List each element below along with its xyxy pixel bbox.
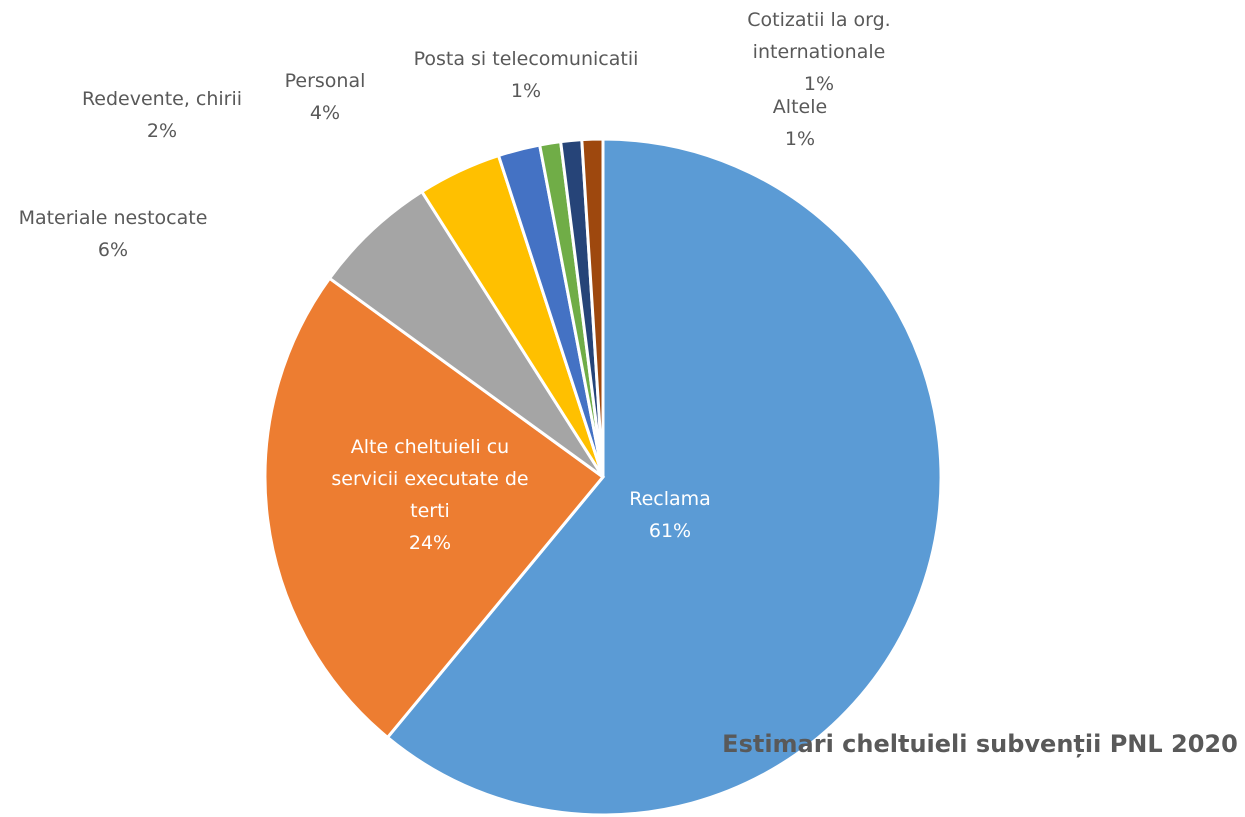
slice-value-label: 2% [147,120,177,142]
slice-label: Reclama [629,488,711,510]
pie-slice [385,137,943,817]
slice-value-label: 6% [98,239,128,261]
slice-label: Redevente, chirii [82,88,242,110]
chart-title: Estimari cheltuieli subvenții PNL 2020 [722,730,1238,758]
slice-value-label: 24% [409,532,451,554]
slice-label: Materiale nestocate [19,207,208,229]
slice-value-label: 1% [511,80,541,102]
slice-value-label: 1% [785,128,815,150]
pie-slice [327,189,605,479]
slice-value-label: 61% [649,520,691,542]
slice-label: Personal [285,70,366,92]
slice-label: Posta si telecomunicatii [414,48,639,70]
pie-slice [263,276,606,740]
slice-label: Cotizatii la org. internationale [747,9,890,63]
slice-value-label: 1% [804,73,834,95]
slice-label: Altele [773,96,827,118]
slice-label: Alte cheltuieli cu servicii executate de t… [331,436,528,522]
slice-value-label: 4% [310,102,340,124]
pie-slice [580,137,605,478]
